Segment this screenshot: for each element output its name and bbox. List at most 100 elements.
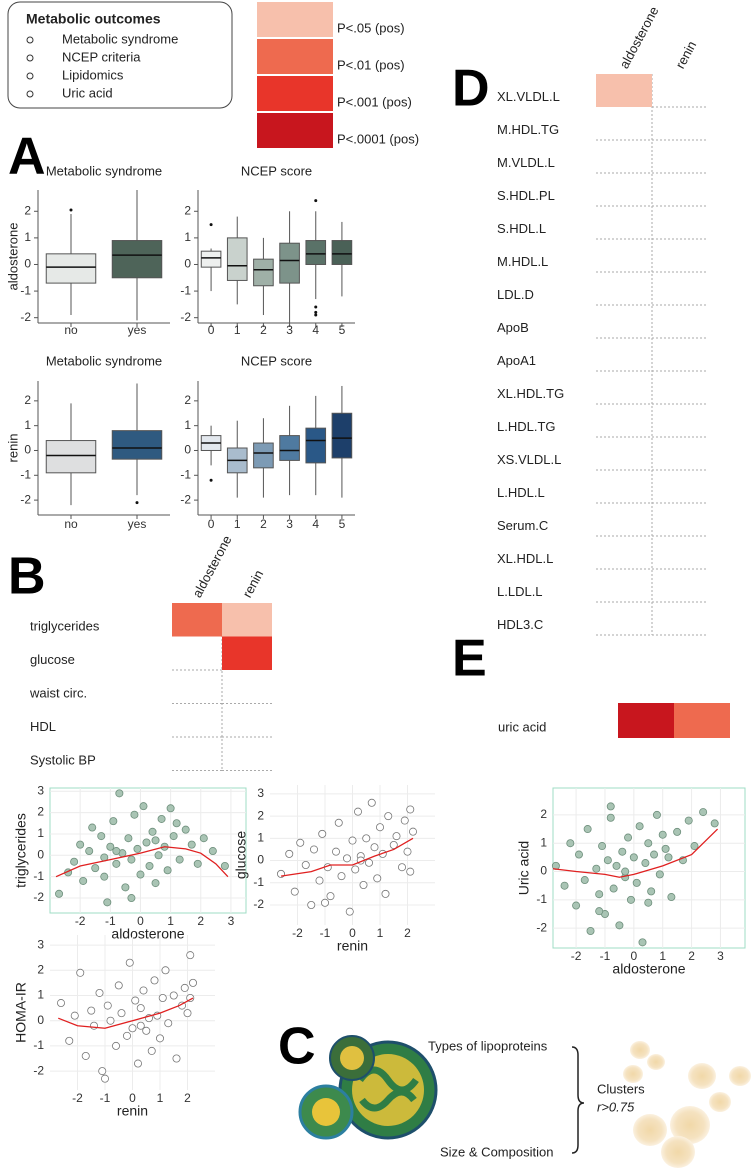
box [331, 240, 353, 265]
point [595, 907, 604, 916]
point [301, 861, 310, 870]
legend-item: Metabolic syndrome [62, 31, 178, 46]
point [362, 834, 371, 843]
y-tick-label: -2 [180, 492, 191, 506]
x-tick-label: 1 [234, 517, 241, 531]
point [598, 842, 607, 851]
point [112, 1041, 121, 1050]
point [121, 883, 130, 892]
chart-title: Metabolic syndrome [46, 353, 162, 368]
point [348, 836, 357, 845]
outlier [314, 199, 318, 203]
x-tick-label: 0 [129, 1091, 136, 1105]
point [131, 996, 140, 1005]
point [307, 901, 316, 910]
point [655, 870, 664, 879]
y-tick-label: 0 [24, 443, 31, 457]
box [253, 258, 274, 287]
x-tick-label: -2 [571, 949, 582, 963]
point [114, 981, 123, 990]
row-label: M.VLDL.L [497, 155, 555, 170]
legend-item: Lipidomics [62, 67, 124, 82]
point [115, 789, 124, 798]
x-tick-label: yes [128, 323, 147, 337]
box [253, 442, 274, 469]
point [353, 807, 362, 816]
point [148, 827, 157, 836]
y-tick-label: -2 [180, 310, 191, 324]
point [150, 976, 159, 985]
y-axis-label: Uric acid [516, 841, 532, 895]
point [127, 894, 136, 903]
x-tick-label: no [64, 323, 78, 337]
y-tick-label: -1 [33, 869, 44, 883]
x-tick-label: 1 [157, 1091, 164, 1105]
y-tick-label: -1 [180, 467, 191, 481]
point [285, 849, 294, 858]
x-axis-label: renin [117, 1103, 148, 1119]
point [133, 844, 142, 853]
color-key-swatch [257, 113, 333, 148]
point [652, 810, 661, 819]
point [133, 1059, 142, 1068]
row-label: L.HDL.L [497, 485, 545, 500]
point [367, 798, 376, 807]
x-tick-label: 3 [228, 914, 235, 928]
point [650, 850, 659, 859]
row-label: LDL.D [497, 287, 534, 302]
point [406, 867, 415, 876]
point [572, 901, 581, 910]
cluster-blob [688, 1063, 716, 1089]
point [87, 1006, 96, 1015]
point [592, 864, 601, 873]
heat-cell [596, 74, 652, 107]
point [583, 825, 592, 834]
panel-label: A [8, 128, 46, 186]
point [55, 889, 64, 898]
x-tick-label: 2 [184, 1091, 191, 1105]
point [187, 840, 196, 849]
point [626, 895, 635, 904]
row-label: waist circ. [29, 686, 87, 701]
row-label: HDL3.C [497, 617, 543, 632]
y-tick-label: -2 [20, 492, 31, 506]
point [603, 856, 612, 865]
x-tick-label: 0 [137, 914, 144, 928]
y-tick-label: 2 [184, 393, 191, 407]
legend-title: Metabolic outcomes [26, 11, 161, 27]
x-tick-label: -1 [600, 949, 611, 963]
row-label: Systolic BP [30, 753, 96, 768]
y-tick-label: 2 [24, 203, 31, 217]
x-tick-label: yes [128, 517, 147, 531]
x-tick-label: -1 [320, 926, 331, 940]
heat-cell [674, 703, 730, 738]
point [103, 898, 112, 907]
y-tick-label: 2 [540, 807, 547, 821]
outlier [209, 223, 213, 227]
point [183, 1009, 192, 1018]
box [45, 253, 97, 284]
point [175, 855, 184, 864]
point [154, 851, 163, 860]
point [181, 825, 190, 834]
row-label: uric acid [498, 720, 546, 735]
cluster-blob [709, 1092, 731, 1112]
point [318, 829, 327, 838]
trend-line [58, 997, 194, 1029]
x-tick-label: 3 [286, 323, 293, 337]
y-tick-label: -1 [20, 283, 31, 297]
box [305, 427, 327, 464]
y-tick-label: 3 [257, 786, 264, 800]
point [151, 836, 160, 845]
chart-title: NCEP score [241, 163, 312, 178]
x-tick-label: no [64, 517, 78, 531]
point [76, 840, 85, 849]
point [309, 845, 318, 854]
point [106, 1016, 115, 1025]
column-label: aldosterone [616, 4, 661, 71]
point [106, 842, 115, 851]
row-label: triglycerides [30, 619, 100, 634]
point [130, 810, 139, 819]
y-tick-label: 0 [24, 257, 31, 271]
point [147, 1046, 156, 1055]
